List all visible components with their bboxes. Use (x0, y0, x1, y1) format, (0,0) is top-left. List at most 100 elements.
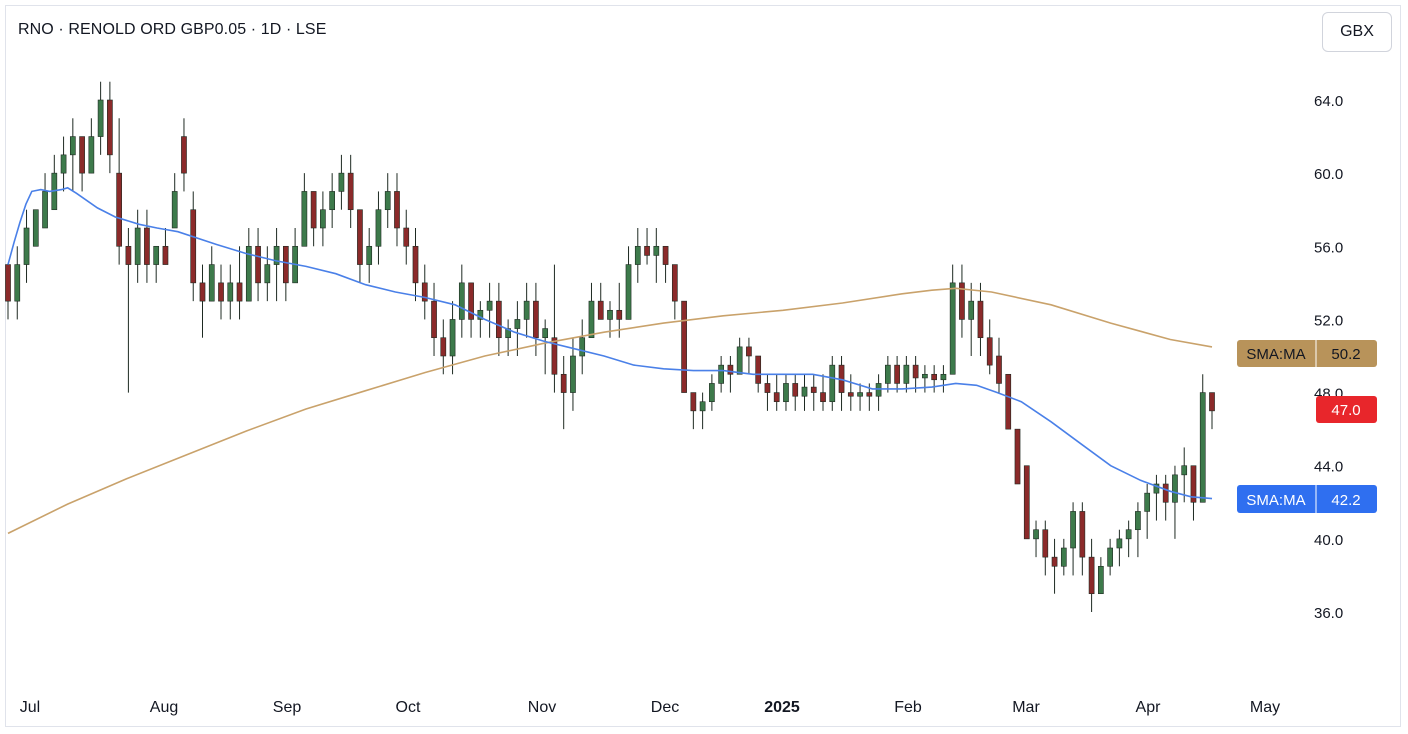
candle (671, 264, 678, 320)
candle-body (412, 245, 419, 284)
candle (792, 374, 799, 411)
candle-body (97, 99, 104, 137)
candle (699, 392, 706, 430)
candle-body (847, 392, 854, 397)
candle-body (32, 209, 39, 247)
chart-title: RNO · RENOLD ORD GBP0.05 · 1D · LSE (18, 21, 327, 38)
candle-body (986, 337, 993, 366)
candle (264, 246, 271, 302)
candle (1088, 538, 1095, 612)
candle (218, 264, 224, 320)
candle (14, 246, 21, 320)
y-tick-label: 44.0 (1314, 459, 1343, 476)
candle-body (144, 227, 150, 265)
candle (801, 374, 808, 411)
candle-body (570, 355, 576, 393)
candle (1162, 474, 1169, 521)
candle-body (162, 245, 169, 265)
candle-body (347, 172, 354, 211)
candle (560, 356, 567, 430)
candle (523, 282, 530, 338)
candle (1153, 474, 1160, 521)
candle-body (746, 346, 752, 357)
sma-short-badge-label: SMA:MA (1246, 492, 1305, 509)
candle (181, 118, 187, 192)
x-tick-label: Oct (396, 699, 421, 716)
candle-body (357, 209, 363, 265)
candle (421, 264, 428, 320)
candle-body (625, 264, 632, 320)
candle (662, 245, 669, 283)
candle (357, 209, 363, 283)
candle-body (273, 245, 280, 265)
candle (996, 337, 1002, 393)
candle (1172, 465, 1178, 539)
currency-button[interactable]: GBX (1322, 12, 1392, 52)
candle (709, 374, 715, 411)
sma-short-badge-value: 42.2 (1331, 492, 1360, 509)
candle (208, 246, 215, 302)
candle-body (1088, 556, 1095, 595)
candle-body (866, 392, 873, 397)
candle (912, 356, 919, 393)
candle-body (875, 383, 882, 397)
candle-body (671, 264, 678, 302)
candle (625, 246, 632, 320)
candle (653, 228, 660, 283)
sma-short-badge-bg (1237, 485, 1377, 513)
candle (616, 282, 623, 338)
candle-body (996, 355, 1002, 384)
candle (1051, 538, 1058, 594)
candle (42, 173, 48, 229)
candle (875, 374, 882, 411)
candle (97, 81, 104, 155)
candle (79, 136, 85, 192)
candle-body (329, 191, 336, 211)
candle (1070, 502, 1076, 576)
candle (125, 228, 132, 393)
candle-body (773, 392, 780, 403)
candle (329, 173, 336, 228)
candle (1098, 557, 1104, 595)
candle-body (1144, 492, 1151, 512)
candle (634, 228, 641, 283)
candle-body (1209, 392, 1215, 412)
candle-body (375, 209, 382, 247)
candle (1005, 373, 1012, 430)
x-tick-label: Jul (20, 699, 40, 716)
candle (773, 374, 780, 411)
candle-body (421, 282, 428, 302)
candle-body (403, 227, 410, 247)
candle-body (922, 373, 928, 379)
y-tick-label: 52.0 (1314, 312, 1343, 329)
candle (273, 228, 280, 302)
candle-body (42, 191, 48, 229)
candle-body (1060, 547, 1067, 567)
candle-body (264, 264, 271, 284)
candle (486, 282, 493, 338)
candle (162, 228, 169, 265)
candle (403, 209, 410, 265)
candle-body (1172, 474, 1178, 503)
candle (838, 356, 845, 411)
candle (338, 154, 345, 210)
candle-body (977, 300, 984, 339)
candle (1199, 374, 1206, 503)
candle (375, 191, 382, 265)
candle-body (107, 99, 113, 156)
candle-body (208, 264, 215, 302)
candle-body (820, 392, 826, 403)
candle-body (1153, 483, 1160, 494)
candle-body (884, 364, 891, 384)
candle (199, 264, 206, 338)
candle-body (1135, 511, 1141, 531)
candle (5, 264, 11, 320)
candle-body (440, 337, 447, 357)
candle-body (282, 245, 289, 284)
candle (88, 118, 95, 174)
candle-body (894, 364, 900, 384)
x-tick-label: Mar (1012, 699, 1040, 716)
candle-body (588, 300, 595, 339)
candle (440, 319, 447, 375)
